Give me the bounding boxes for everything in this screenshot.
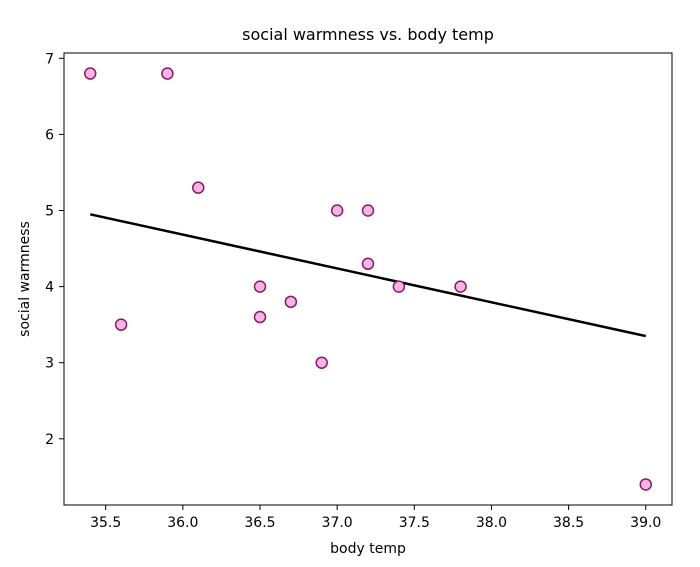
x-tick-label: 36.5 <box>244 515 275 531</box>
x-tick-label: 37.0 <box>322 515 353 531</box>
x-tick-label: 38.5 <box>553 515 584 531</box>
chart-title: social warmness vs. body temp <box>242 25 494 44</box>
plot-frame <box>63 52 673 506</box>
data-point <box>361 257 375 271</box>
data-point <box>83 67 97 80</box>
y-tick-label: 7 <box>45 51 54 67</box>
x-tick-label: 35.5 <box>90 515 121 531</box>
data-point <box>361 204 375 217</box>
x-tick-label: 37.5 <box>399 515 430 531</box>
data-point <box>114 318 128 331</box>
y-axis-label: social warmness <box>17 221 33 337</box>
data-point <box>454 280 467 293</box>
plot-area: 35.5 36.0 36.5 37.0 37.5 38.0 38.5 39.0 2 3 4 5 6 7 <box>45 51 673 531</box>
data-point <box>253 310 267 324</box>
x-tick-label: 38.0 <box>476 515 507 531</box>
y-tick-label: 5 <box>45 204 54 220</box>
x-axis-label: body temp <box>330 541 406 557</box>
data-point <box>639 478 653 491</box>
x-tick-label: 39.0 <box>630 515 661 531</box>
y-tick-label: 3 <box>45 356 54 372</box>
data-point <box>284 295 298 309</box>
y-tick-label: 4 <box>45 280 54 296</box>
data-point <box>315 356 328 369</box>
data-point <box>392 280 406 293</box>
data-point <box>253 280 267 293</box>
data-point <box>192 181 205 194</box>
x-tick-label: 36.0 <box>167 515 198 531</box>
y-tick-label: 2 <box>45 432 54 448</box>
data-point <box>330 204 344 217</box>
y-tick-label: 6 <box>45 127 54 143</box>
data-point <box>161 67 174 80</box>
trend-line <box>89 213 647 338</box>
